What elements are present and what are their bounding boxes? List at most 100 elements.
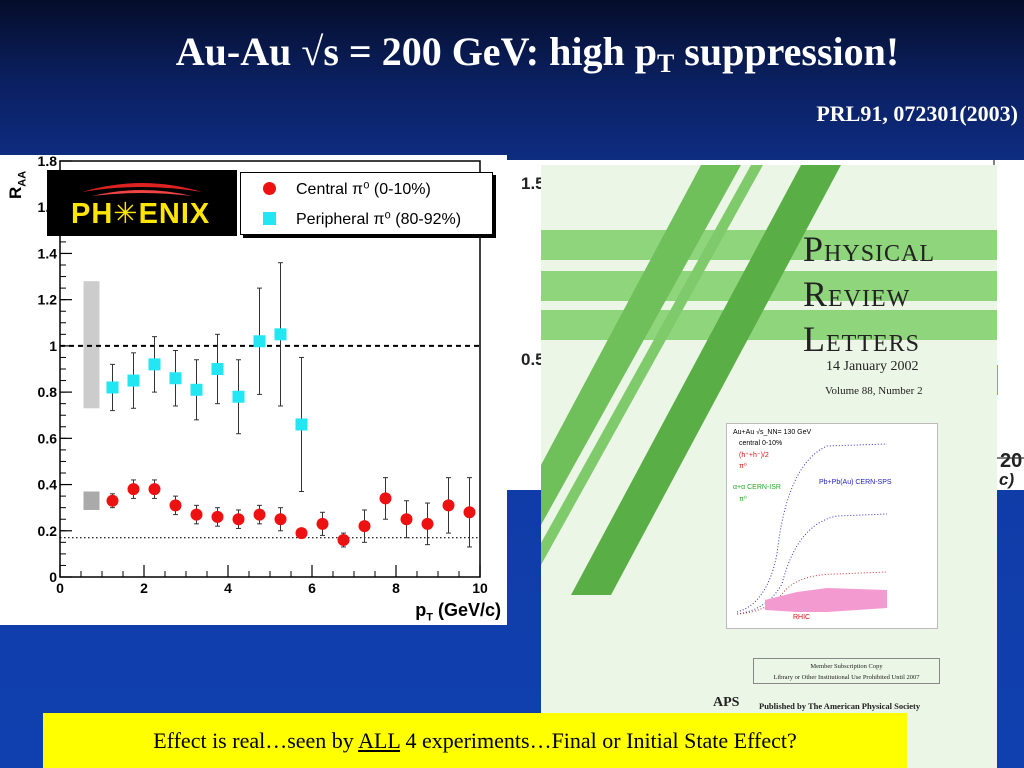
inset-rhic-label: RHIC <box>793 614 811 621</box>
data-point-central <box>421 517 434 530</box>
x-tick-label: 8 <box>392 580 400 596</box>
data-point-peripheral <box>148 358 161 371</box>
inset-alpha-label: α+α CERN-ISR <box>733 484 781 491</box>
data-point-central <box>463 506 476 519</box>
aps-publisher-line: Published by The American Physical Socie… <box>759 701 921 711</box>
cover-word-review: EVIEW <box>828 286 911 312</box>
data-point-central <box>337 534 350 547</box>
data-point-central <box>190 508 203 521</box>
x-tick-label: 4 <box>224 580 232 596</box>
inset-pi0b-label: π⁰ <box>739 496 747 503</box>
member-line-2: Library or Other Institutional Use Prohi… <box>773 674 920 681</box>
bg-unit-fragment: c) <box>999 470 1015 489</box>
data-point-peripheral <box>169 372 182 385</box>
phenix-logo-text: PH✳ENIX <box>71 198 211 230</box>
y-tick-label: 1.2 <box>38 292 58 308</box>
bg-x-tick-20: 20 <box>1000 450 1023 472</box>
title-subscript: T <box>656 49 675 78</box>
cover-title: PHYSICAL REVIEW LETTERS <box>803 229 935 364</box>
data-points <box>106 262 476 548</box>
reference-citation: PRL91, 072301(2003) <box>816 101 1018 126</box>
cover-stripes <box>541 165 997 595</box>
data-point-peripheral <box>253 335 266 348</box>
phenix-logo: PH✳ENIX <box>47 170 237 236</box>
callout-text-post: 4 experiments…Final or Initial State Eff… <box>400 728 797 753</box>
cover-title-physical: PHYSICAL <box>803 229 935 274</box>
cover-date: 14 January 2002 <box>826 359 919 374</box>
data-point-central <box>316 517 329 530</box>
data-point-peripheral <box>295 418 308 431</box>
x-tick-label: 10 <box>472 580 488 596</box>
cover-title-review: REVIEW <box>803 274 935 319</box>
data-point-central <box>127 483 140 496</box>
inset-central: central 0-10% <box>739 440 783 447</box>
data-point-central <box>148 483 161 496</box>
reference-lines <box>60 344 480 539</box>
data-point-central <box>442 499 455 512</box>
y-axis-label-sub: AA <box>16 170 29 187</box>
member-line-1: Member Subscription Copy <box>810 663 883 670</box>
data-point-peripheral <box>190 383 203 396</box>
data-point-peripheral <box>232 390 245 403</box>
inset-curves <box>736 443 888 615</box>
x-axis-label: pT (GeV/c) <box>415 600 501 624</box>
y-tick-label: 0.2 <box>38 523 58 539</box>
systematic-band <box>83 491 100 510</box>
y-axis-label: RAA <box>6 171 28 199</box>
bg-y-tick-0-5: 0.5 <box>521 350 545 369</box>
prl-journal-cover: PHYSICAL REVIEW LETTERS 14 January 2002 … <box>541 165 997 768</box>
data-point-central <box>253 508 266 521</box>
x-axis-label-main: p <box>415 600 427 620</box>
phenix-logo-wings <box>82 183 202 196</box>
cover-letter-r: R <box>803 274 829 314</box>
callout-text-emphasis: ALL <box>358 728 401 753</box>
data-point-central <box>400 513 413 526</box>
systematic-bands <box>83 281 100 510</box>
cover-word-letters: ETTERS <box>826 331 920 357</box>
legend-label-peripheral: Peripheral π⁰ (80-92%) <box>296 211 462 228</box>
y-tick-label: 1 <box>49 338 57 354</box>
title-tail: suppression! <box>674 29 900 74</box>
title-main: Au-Au √s = 200 GeV: high p <box>175 29 657 74</box>
x-axis-label-sub: T <box>426 611 433 624</box>
x-tick-label: 6 <box>308 580 316 596</box>
x-tick-label: 2 <box>140 580 148 596</box>
aps-logo: APS <box>713 695 740 710</box>
data-point-peripheral <box>274 328 287 341</box>
slide-title: Au-Au √s = 200 GeV: high pT suppression! <box>0 28 1024 79</box>
data-point-peripheral <box>106 381 119 394</box>
member-subscription-box: Member Subscription Copy Library or Othe… <box>753 658 940 684</box>
inset-pi0-label: π⁰ <box>739 463 747 470</box>
y-axis-label-main: R <box>6 186 25 199</box>
cover-letter-p: P <box>803 229 825 269</box>
data-point-central <box>295 527 308 540</box>
cover-letter-l: L <box>803 319 826 359</box>
legend: Central π⁰ (0-10%) Peripheral π⁰ (80-92%… <box>240 172 493 235</box>
data-point-central <box>232 513 245 526</box>
data-point-central <box>106 494 119 507</box>
legend-entry-central: Central π⁰ (0-10%) <box>263 179 431 199</box>
callout-box: Effect is real…seen by ALL 4 experiments… <box>43 713 907 768</box>
y-tick-label: 0.6 <box>38 430 58 446</box>
cover-title-letters: LETTERS <box>803 319 935 364</box>
cover-word-physical: HYSICAL <box>824 241 936 267</box>
y-tick-label: 0.4 <box>38 477 58 493</box>
data-point-central <box>274 513 287 526</box>
y-tick-label: 1.8 <box>38 155 58 169</box>
y-tick-label: 0.8 <box>38 384 58 400</box>
bg-y-tick-1-5: 1.5 <box>521 174 545 193</box>
data-point-peripheral <box>211 363 224 375</box>
inset-sps-label: Pb+Pb(Au) CERN-SPS <box>819 479 892 486</box>
inset-h-label: (h⁺+h⁻)/2 <box>739 452 769 459</box>
x-axis-label-unit: (GeV/c) <box>432 600 501 620</box>
legend-label-central: Central π⁰ (0-10%) <box>296 181 431 198</box>
legend-entry-peripheral: Peripheral π⁰ (80-92%) <box>263 209 461 229</box>
x-tick-label: 0 <box>56 580 64 596</box>
cover-inset-plot: Au+Au √s_NN= 130 GeV central 0-10% (h⁺+h… <box>726 423 938 629</box>
legend-marker-central <box>263 182 276 195</box>
data-point-central <box>358 520 371 533</box>
data-point-peripheral <box>127 374 140 387</box>
data-point-central <box>379 492 392 505</box>
